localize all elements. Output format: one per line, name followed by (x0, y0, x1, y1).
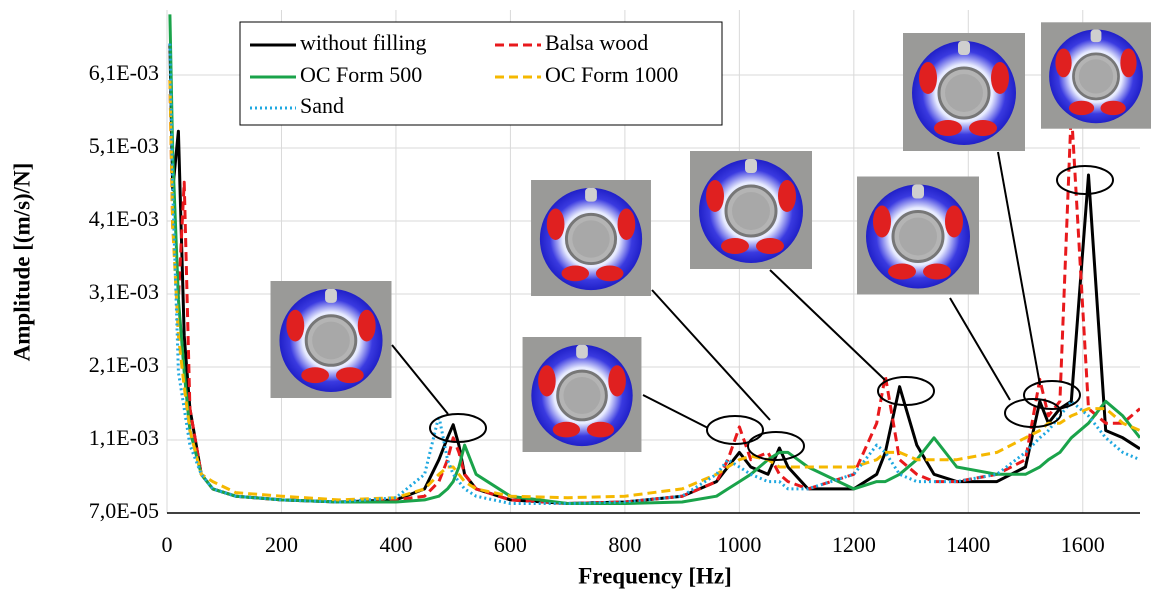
peak-ellipse (747, 431, 805, 461)
plot-area (168, 14, 1140, 505)
y-tick-label: 5,1E-03 (89, 133, 159, 158)
y-tick-label: 3,1E-03 (89, 279, 159, 304)
y-tick-label: 7,0E-05 (89, 498, 159, 523)
legend: without filling Balsa wood OC Form 500 OC F… (239, 21, 723, 126)
annotations (391, 151, 1114, 461)
series-line (168, 80, 1140, 502)
x-tick-label: 400 (379, 532, 412, 557)
y-tick-label: 4,1E-03 (89, 206, 159, 231)
legend-box (239, 21, 723, 126)
mode-inset (903, 32, 1025, 152)
peak-ellipse (877, 376, 935, 406)
x-tick-label: 1400 (946, 532, 990, 557)
mode-inset (857, 174, 979, 297)
x-axis-title: Frequency [Hz] (578, 563, 732, 588)
y-tick-label: 6,1E-03 (89, 60, 159, 85)
peak-ellipse (1004, 398, 1062, 428)
leader-line (949, 297, 1011, 401)
leader-line (651, 289, 771, 421)
peak-ellipse (429, 413, 487, 443)
y-tick-label: 2,1E-03 (89, 352, 159, 377)
peak-ellipse (1023, 380, 1081, 410)
x-tick-label: 1000 (717, 532, 761, 557)
mode-inset (270, 281, 392, 398)
mode-inset (1041, 20, 1151, 131)
x-tick-label: 0 (162, 532, 173, 557)
mode-inset (690, 150, 812, 270)
peak-ellipse (706, 415, 764, 445)
leader-line (997, 151, 1041, 386)
x-tick-label: 1600 (1061, 532, 1105, 557)
y-axis-title: Amplitude [(m/s)/N] (9, 163, 34, 362)
legend-label: Sand (300, 93, 344, 118)
x-tick-label: 800 (608, 532, 641, 557)
leader-line (769, 269, 886, 381)
series-line (168, 14, 1140, 505)
leader-line (642, 394, 709, 429)
series-line (168, 43, 1140, 505)
mode-inset (521, 337, 643, 452)
y-tick-label: 1,1E-03 (89, 425, 159, 450)
legend-label: without filling (300, 30, 427, 55)
legend-label: OC Form 1000 (545, 62, 678, 87)
axes: 7,0E-05 1,1E-03 2,1E-03 3,1E-03 4,1E-03 5,1E-… (89, 60, 1140, 557)
x-tick-label: 200 (265, 532, 298, 557)
mode-inset (530, 180, 652, 296)
x-tick-label: 1200 (832, 532, 876, 557)
legend-label: OC Form 500 (300, 62, 422, 87)
legend-label: Balsa wood (545, 30, 648, 55)
peak-ellipse (1056, 165, 1114, 195)
x-tick-label: 600 (494, 532, 527, 557)
leader-line (391, 344, 449, 415)
